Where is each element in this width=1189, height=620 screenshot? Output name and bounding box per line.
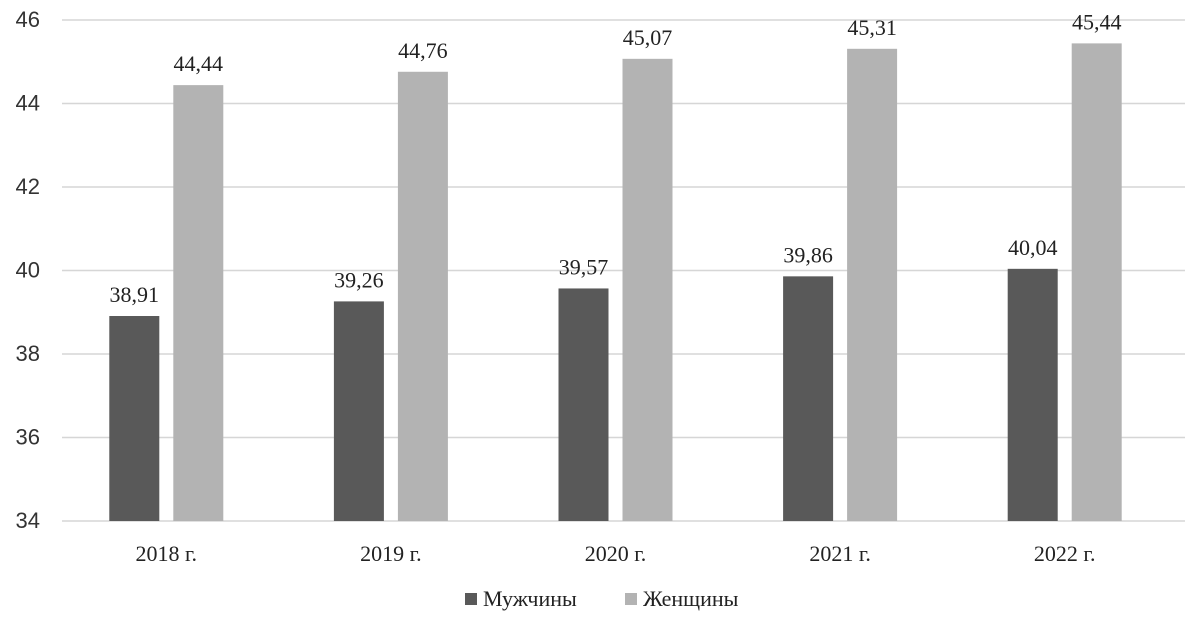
data-label: 44,76 [398,38,448,63]
bar-men [558,288,609,521]
bar-women [173,85,224,521]
y-tick-label: 34 [16,508,40,533]
y-tick-label: 42 [16,174,40,199]
x-tick-label: 2019 г. [360,541,422,566]
y-tick-label: 38 [16,341,40,366]
bar-men [1007,268,1058,521]
y-tick-label: 44 [16,91,40,116]
legend: Мужчины Женщины [465,586,739,611]
x-tick-label: 2018 г. [136,541,198,566]
bars [109,43,1122,522]
bar-men [109,316,160,521]
data-label: 40,04 [1008,235,1058,260]
x-tick-label: 2022 г. [1034,541,1096,566]
legend-label: Мужчины [483,586,577,611]
data-label: 39,86 [783,242,833,267]
y-axis-ticks: 34 36 38 40 42 44 46 [16,7,40,533]
bar-men [333,301,384,521]
legend-swatch [625,593,637,605]
legend-label: Женщины [643,586,739,611]
legend-swatch [465,593,477,605]
data-label: 39,26 [334,267,384,292]
bar-women [397,71,448,522]
x-axis-ticks: 2018 г. 2019 г. 2020 г. 2021 г. 2022 г. [136,541,1096,566]
x-tick-label: 2020 г. [585,541,647,566]
data-label: 44,44 [174,51,224,76]
bar-men [783,276,834,521]
y-tick-label: 40 [16,258,40,283]
data-label: 45,31 [847,15,897,40]
data-labels: 38,91 44,44 39,26 44,76 39,57 45,07 39,86 45,31… [110,9,1122,307]
bar-women [622,58,673,521]
x-tick-label: 2021 г. [809,541,871,566]
bar-women [847,48,898,522]
bar-women [1071,43,1122,521]
data-label: 38,91 [110,282,160,307]
data-label: 45,07 [623,25,673,50]
y-tick-label: 36 [16,425,40,450]
y-tick-label: 46 [16,7,40,32]
data-label: 45,44 [1072,9,1122,34]
data-label: 39,57 [559,254,609,279]
